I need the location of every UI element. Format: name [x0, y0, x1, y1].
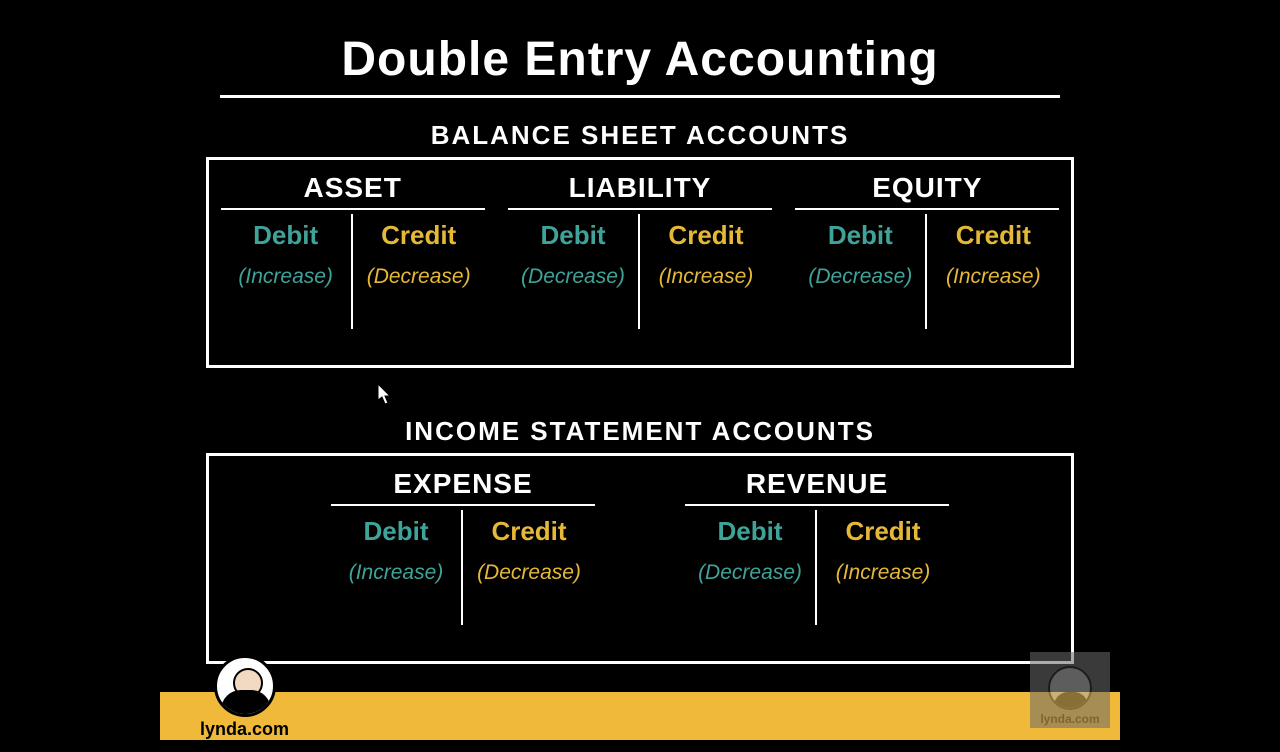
income-statement-heading: INCOME STATEMENT ACCOUNTS	[0, 416, 1280, 447]
debit-cell: Debit (Increase)	[331, 510, 463, 625]
credit-cell: Credit (Increase)	[817, 510, 949, 625]
t-row: Debit (Decrease) Credit (Increase)	[795, 214, 1059, 329]
credit-label: Credit	[927, 220, 1059, 251]
watermark-logo: lynda.com	[1030, 652, 1110, 728]
credit-effect: (Decrease)	[463, 561, 595, 585]
debit-effect: (Decrease)	[508, 265, 638, 289]
watermark-text: lynda.com	[1040, 712, 1099, 726]
credit-label: Credit	[353, 220, 485, 251]
debit-label: Debit	[221, 220, 351, 251]
t-top	[221, 208, 485, 210]
credit-cell: Credit (Increase)	[927, 214, 1059, 329]
t-row: Debit (Decrease) Credit (Increase)	[508, 214, 772, 329]
credit-effect: (Decrease)	[353, 265, 485, 289]
account-name: REVENUE	[746, 468, 888, 500]
credit-label: Credit	[463, 516, 595, 547]
brand-logo-icon	[214, 655, 276, 717]
debit-cell: Debit (Increase)	[221, 214, 353, 329]
page-title: Double Entry Accounting	[0, 32, 1280, 87]
credit-cell: Credit (Increase)	[640, 214, 772, 329]
credit-cell: Credit (Decrease)	[353, 214, 485, 329]
t-top	[795, 208, 1059, 210]
debit-effect: (Increase)	[331, 561, 461, 585]
debit-label: Debit	[685, 516, 815, 547]
credit-label: Credit	[640, 220, 772, 251]
t-top	[331, 504, 595, 506]
t-row: Debit (Increase) Credit (Decrease)	[221, 214, 485, 329]
t-row: Debit (Decrease) Credit (Increase)	[685, 510, 949, 625]
t-top	[685, 504, 949, 506]
t-row: Debit (Increase) Credit (Decrease)	[331, 510, 595, 625]
account-name: ASSET	[303, 172, 401, 204]
watermark-icon	[1048, 666, 1092, 710]
credit-label: Credit	[817, 516, 949, 547]
account-liability: LIABILITY Debit (Decrease) Credit (Incre…	[508, 172, 772, 329]
debit-effect: (Decrease)	[685, 561, 815, 585]
title-underline	[220, 95, 1060, 98]
debit-cell: Debit (Decrease)	[685, 510, 817, 625]
balance-sheet-heading: BALANCE SHEET ACCOUNTS	[0, 120, 1280, 151]
account-name: EQUITY	[872, 172, 982, 204]
debit-cell: Debit (Decrease)	[795, 214, 927, 329]
debit-cell: Debit (Decrease)	[508, 214, 640, 329]
debit-effect: (Decrease)	[795, 265, 925, 289]
footer-bar	[160, 692, 1120, 740]
debit-effect: (Increase)	[221, 265, 351, 289]
credit-effect: (Increase)	[927, 265, 1059, 289]
account-name: EXPENSE	[393, 468, 532, 500]
account-equity: EQUITY Debit (Decrease) Credit (Increase…	[795, 172, 1059, 329]
credit-effect: (Increase)	[640, 265, 772, 289]
debit-label: Debit	[508, 220, 638, 251]
debit-label: Debit	[331, 516, 461, 547]
income-statement-box: EXPENSE Debit (Increase) Credit (Decreas…	[206, 453, 1074, 664]
credit-cell: Credit (Decrease)	[463, 510, 595, 625]
balance-sheet-box: ASSET Debit (Increase) Credit (Decrease)…	[206, 157, 1074, 368]
credit-effect: (Increase)	[817, 561, 949, 585]
account-revenue: REVENUE Debit (Decrease) Credit (Increas…	[685, 468, 949, 625]
account-expense: EXPENSE Debit (Increase) Credit (Decreas…	[331, 468, 595, 625]
t-top	[508, 208, 772, 210]
account-asset: ASSET Debit (Increase) Credit (Decrease)	[221, 172, 485, 329]
account-name: LIABILITY	[569, 172, 712, 204]
brand-logo-text: lynda.com	[200, 719, 289, 740]
debit-label: Debit	[795, 220, 925, 251]
brand-logo: lynda.com	[200, 655, 289, 740]
